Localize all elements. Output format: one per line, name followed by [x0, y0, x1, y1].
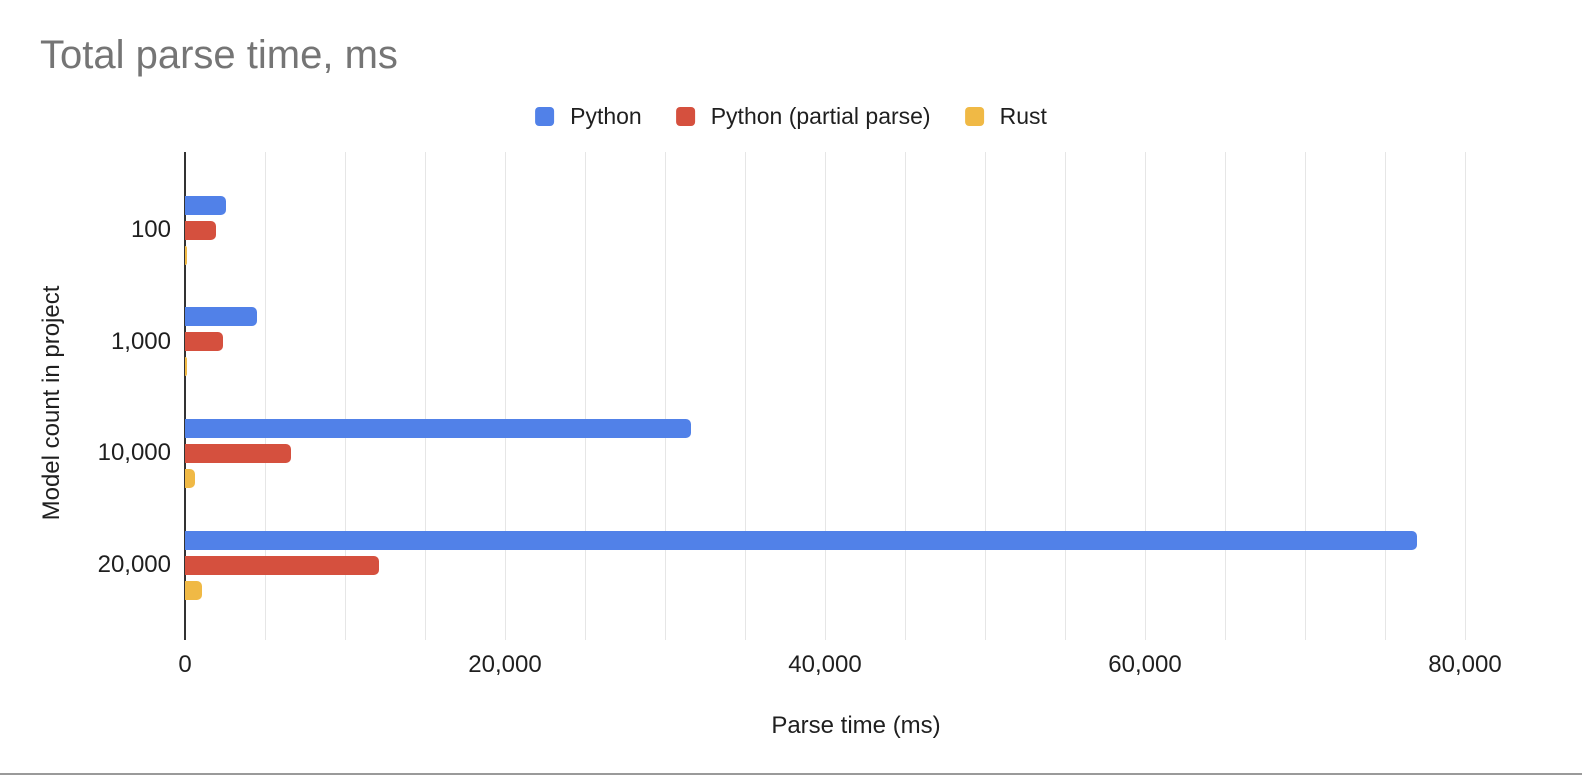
legend-label-python-partial-parse: Python (partial parse)	[710, 103, 931, 129]
gridline-35000	[745, 152, 746, 640]
gridline-70000	[1305, 152, 1306, 640]
legend-swatch-python	[535, 107, 555, 126]
y-tick-label-10-000: 10,000	[97, 439, 171, 467]
bar-rust-20-000[interactable]	[185, 580, 202, 600]
gridline-15000	[425, 152, 426, 640]
y-tick-label-1-000: 1,000	[110, 327, 171, 355]
gridline-50000	[985, 152, 986, 640]
x-tick-label-0: 0	[178, 651, 192, 678]
bar-python-partial-parse-10-000[interactable]	[185, 443, 292, 463]
gridline-75000	[1385, 152, 1386, 640]
gridline-80000	[1464, 152, 1466, 640]
bar-rust-100[interactable]	[185, 245, 187, 265]
gridline-10000	[344, 152, 346, 640]
gridline-40000	[824, 152, 826, 640]
bar-python-partial-parse-1-000[interactable]	[185, 332, 224, 352]
bar-python-partial-parse-20-000[interactable]	[185, 555, 379, 575]
gridline-20000	[504, 152, 506, 640]
gridline-65000	[1225, 152, 1226, 640]
y-axis-line	[184, 152, 186, 640]
bar-python-partial-parse-100[interactable]	[185, 220, 217, 240]
legend-label-rust: Rust	[999, 103, 1047, 129]
y-tick-label-100: 100	[130, 216, 171, 243]
bar-rust-10-000[interactable]	[185, 468, 195, 488]
x-axis-tick-labels: 0 20,000 40,000 60,000 80,000	[178, 651, 1521, 681]
bar-python-10-000[interactable]	[185, 418, 691, 438]
legend-item-rust[interactable]: Rust	[964, 103, 1047, 130]
legend: Python Python (partial parse) Rust	[535, 103, 1047, 130]
plot-area: 100 1,000 10,000 20,000	[98, 152, 1521, 640]
bar-python-1-000[interactable]	[185, 307, 257, 327]
chart-title: Total parse time, ms	[40, 33, 398, 77]
legend-swatch-python-partial-parse	[675, 107, 695, 126]
x-tick-label-20-000: 20,000	[468, 651, 542, 678]
legend-item-python-partial-parse[interactable]: Python (partial parse)	[675, 103, 931, 130]
bottom-divider	[0, 773, 1582, 775]
bar-rust-1-000[interactable]	[185, 357, 187, 377]
x-axis-title: Parse time (ms)	[771, 712, 941, 739]
gridline-55000	[1065, 152, 1066, 640]
x-tick-label-40-000: 40,000	[788, 651, 862, 678]
bar-python-100[interactable]	[185, 195, 226, 215]
gridline-60000	[1145, 152, 1146, 640]
bar-python-20-000[interactable]	[185, 530, 1417, 550]
y-axis-title: Model count in project	[38, 285, 65, 521]
gridline-30000	[665, 152, 666, 640]
x-tick-label-60-000: 60,000	[1108, 651, 1182, 678]
gridline-45000	[905, 152, 906, 640]
legend-label-python: Python	[570, 103, 642, 129]
y-tick-label-20-000: 20,000	[97, 551, 171, 579]
legend-swatch-rust	[964, 107, 984, 126]
gridline-5000	[264, 152, 266, 640]
x-tick-label-80-000: 80,000	[1428, 651, 1502, 678]
gridline-25000	[585, 152, 586, 640]
legend-item-python[interactable]: Python	[535, 103, 642, 130]
